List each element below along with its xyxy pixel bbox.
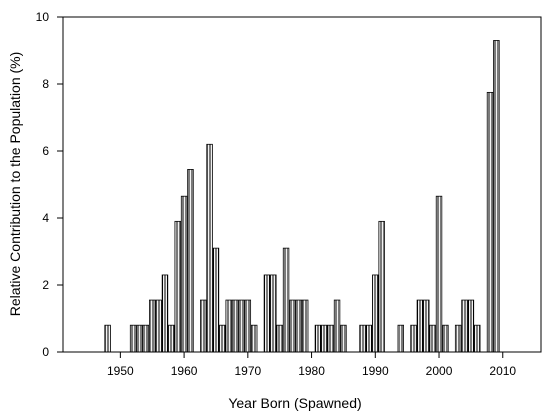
x-tick-label: 1950	[107, 364, 134, 378]
bar-1953	[136, 324, 143, 353]
bar-1970	[244, 299, 252, 353]
bar-2000	[435, 195, 443, 353]
bar-1990	[372, 274, 379, 353]
y-tick-label: 0	[42, 345, 49, 359]
bar-1991	[378, 220, 385, 353]
bar-1954	[142, 324, 150, 353]
bar-1982	[321, 324, 328, 353]
bar-1977	[289, 299, 296, 353]
bar-1999	[429, 324, 436, 353]
bar-2003	[454, 324, 462, 353]
bar-1963	[200, 299, 207, 353]
bars-group	[104, 40, 500, 353]
bar-1948	[104, 324, 111, 353]
bar-1976	[282, 247, 290, 353]
x-axis-label: Year Born (Spawned)	[228, 395, 361, 411]
bar-1996	[410, 324, 417, 353]
bar-1978	[295, 299, 303, 353]
bar-1994	[397, 324, 404, 353]
y-axis-label: Relative Contribution to the Population …	[7, 52, 23, 317]
bar-1956	[155, 299, 162, 353]
bar-1985	[340, 324, 347, 353]
bar-2008	[486, 91, 494, 353]
x-tick-label: 1980	[298, 364, 325, 378]
bar-1957	[161, 274, 169, 353]
bar-1981	[314, 324, 322, 353]
bar-1964	[206, 143, 213, 353]
y-tick-label: 8	[42, 77, 49, 91]
bar-1959	[174, 220, 181, 353]
bar-1958	[168, 324, 175, 353]
bar-1973	[263, 274, 271, 353]
bar-1960	[180, 195, 188, 353]
plot-frame	[62, 16, 542, 353]
y-tick-label: 6	[42, 144, 49, 158]
bar-1965	[212, 247, 220, 353]
bar-2009	[493, 40, 500, 353]
x-tick-label: 2010	[489, 364, 516, 378]
bar-1955	[149, 299, 156, 353]
x-axis: 1950 1960 1970 1980 1990 2000 2010	[107, 352, 516, 378]
bar-1989	[365, 324, 373, 353]
bar-1998	[423, 299, 430, 353]
x-tick-label: 2000	[426, 364, 453, 378]
bar-1984	[333, 299, 341, 353]
bar-2006	[474, 324, 481, 353]
x-tick-label: 1960	[171, 364, 198, 378]
bar-1969	[238, 299, 245, 353]
y-tick-label: 2	[42, 278, 49, 292]
y-axis: 0 2 4 6 8 10	[36, 10, 63, 359]
y-tick-label: 10	[36, 10, 50, 24]
bar-1983	[327, 324, 334, 353]
bar-2005	[467, 299, 475, 353]
bar-1971	[250, 324, 258, 353]
bar-1968	[231, 299, 239, 353]
bar-1961	[187, 169, 194, 353]
bar-1974	[270, 274, 277, 353]
bar-1997	[416, 299, 424, 353]
bar-1975	[276, 324, 283, 353]
bar-1979	[301, 299, 309, 353]
bar-1988	[359, 324, 366, 353]
bar-2004	[461, 299, 468, 353]
bar-2001	[442, 324, 449, 353]
y-tick-label: 4	[42, 211, 49, 225]
bar-1952	[129, 324, 137, 353]
x-tick-label: 1970	[234, 364, 261, 378]
x-tick-label: 1990	[362, 364, 389, 378]
bar-1966	[219, 324, 226, 353]
bar-1967	[225, 299, 232, 353]
